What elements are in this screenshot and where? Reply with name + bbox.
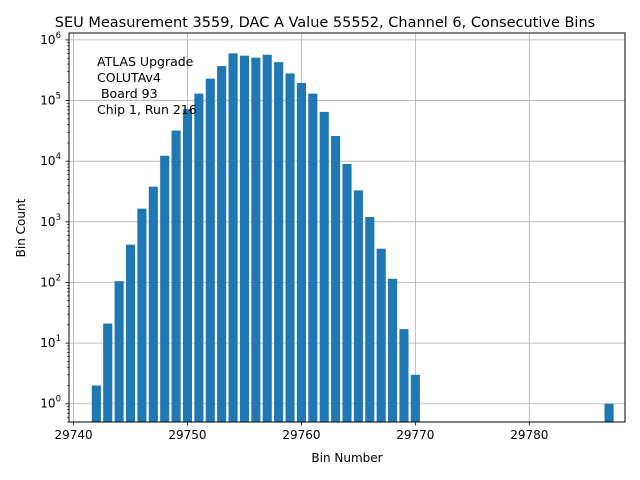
- bar: [319, 111, 329, 423]
- y-tick-label: 103: [40, 213, 61, 229]
- bar: [410, 374, 420, 422]
- bar: [285, 73, 295, 423]
- bar: [308, 93, 318, 423]
- bar: [239, 55, 250, 423]
- y-tick-label: 106: [40, 31, 61, 47]
- x-tick-label: 29750: [168, 428, 206, 442]
- bar: [137, 208, 147, 422]
- x-tick-label: 29740: [54, 428, 92, 442]
- bar: [274, 62, 284, 422]
- chart-title: SEU Measurement 3559, DAC A Value 55552,…: [55, 15, 595, 31]
- bar: [91, 385, 101, 422]
- bar: [103, 323, 113, 422]
- bar: [171, 130, 181, 423]
- y-axis-ticks: 100 101 102 103 104 105 106: [40, 31, 69, 423]
- x-tick-label: 29780: [510, 428, 548, 442]
- x-axis-label: Bin Number: [311, 451, 382, 465]
- x-tick-label: 29760: [282, 428, 320, 442]
- chart-annotation: ATLAS Upgrade COLUTAv4 Board 93 Chip 1, …: [97, 54, 197, 117]
- bar-series: [91, 53, 614, 423]
- annotation-line: Chip 1, Run 216: [97, 102, 197, 117]
- bar: [342, 163, 352, 422]
- x-axis-ticks: 29740 29750 29760 29770 29780: [54, 422, 548, 442]
- bar: [604, 403, 614, 422]
- y-tick-label: 105: [40, 92, 61, 108]
- annotation-line: ATLAS Upgrade: [97, 54, 194, 69]
- bar: [228, 53, 238, 423]
- y-tick-label: 100: [40, 395, 61, 411]
- bar: [182, 109, 193, 422]
- y-axis-label: Bin Count: [14, 198, 28, 257]
- annotation-line: Board 93: [97, 86, 158, 101]
- bar: [388, 278, 398, 422]
- bar: [365, 217, 375, 422]
- annotation-line: COLUTAv4: [97, 70, 161, 85]
- bar: [125, 244, 136, 422]
- y-tick-label: 102: [40, 273, 61, 289]
- bar: [217, 66, 227, 422]
- bar: [148, 186, 158, 422]
- bar: [331, 136, 341, 423]
- bar: [251, 57, 261, 423]
- bar: [194, 93, 204, 423]
- bar: [205, 78, 215, 422]
- bar: [376, 248, 386, 422]
- bar: [296, 82, 306, 423]
- bar: [399, 329, 409, 422]
- bar: [262, 54, 272, 423]
- bar: [160, 155, 170, 422]
- y-tick-label: 104: [40, 152, 61, 168]
- x-tick-label: 29770: [396, 428, 434, 442]
- bar: [114, 281, 124, 422]
- y-tick-label: 101: [40, 334, 61, 350]
- bar: [353, 190, 363, 422]
